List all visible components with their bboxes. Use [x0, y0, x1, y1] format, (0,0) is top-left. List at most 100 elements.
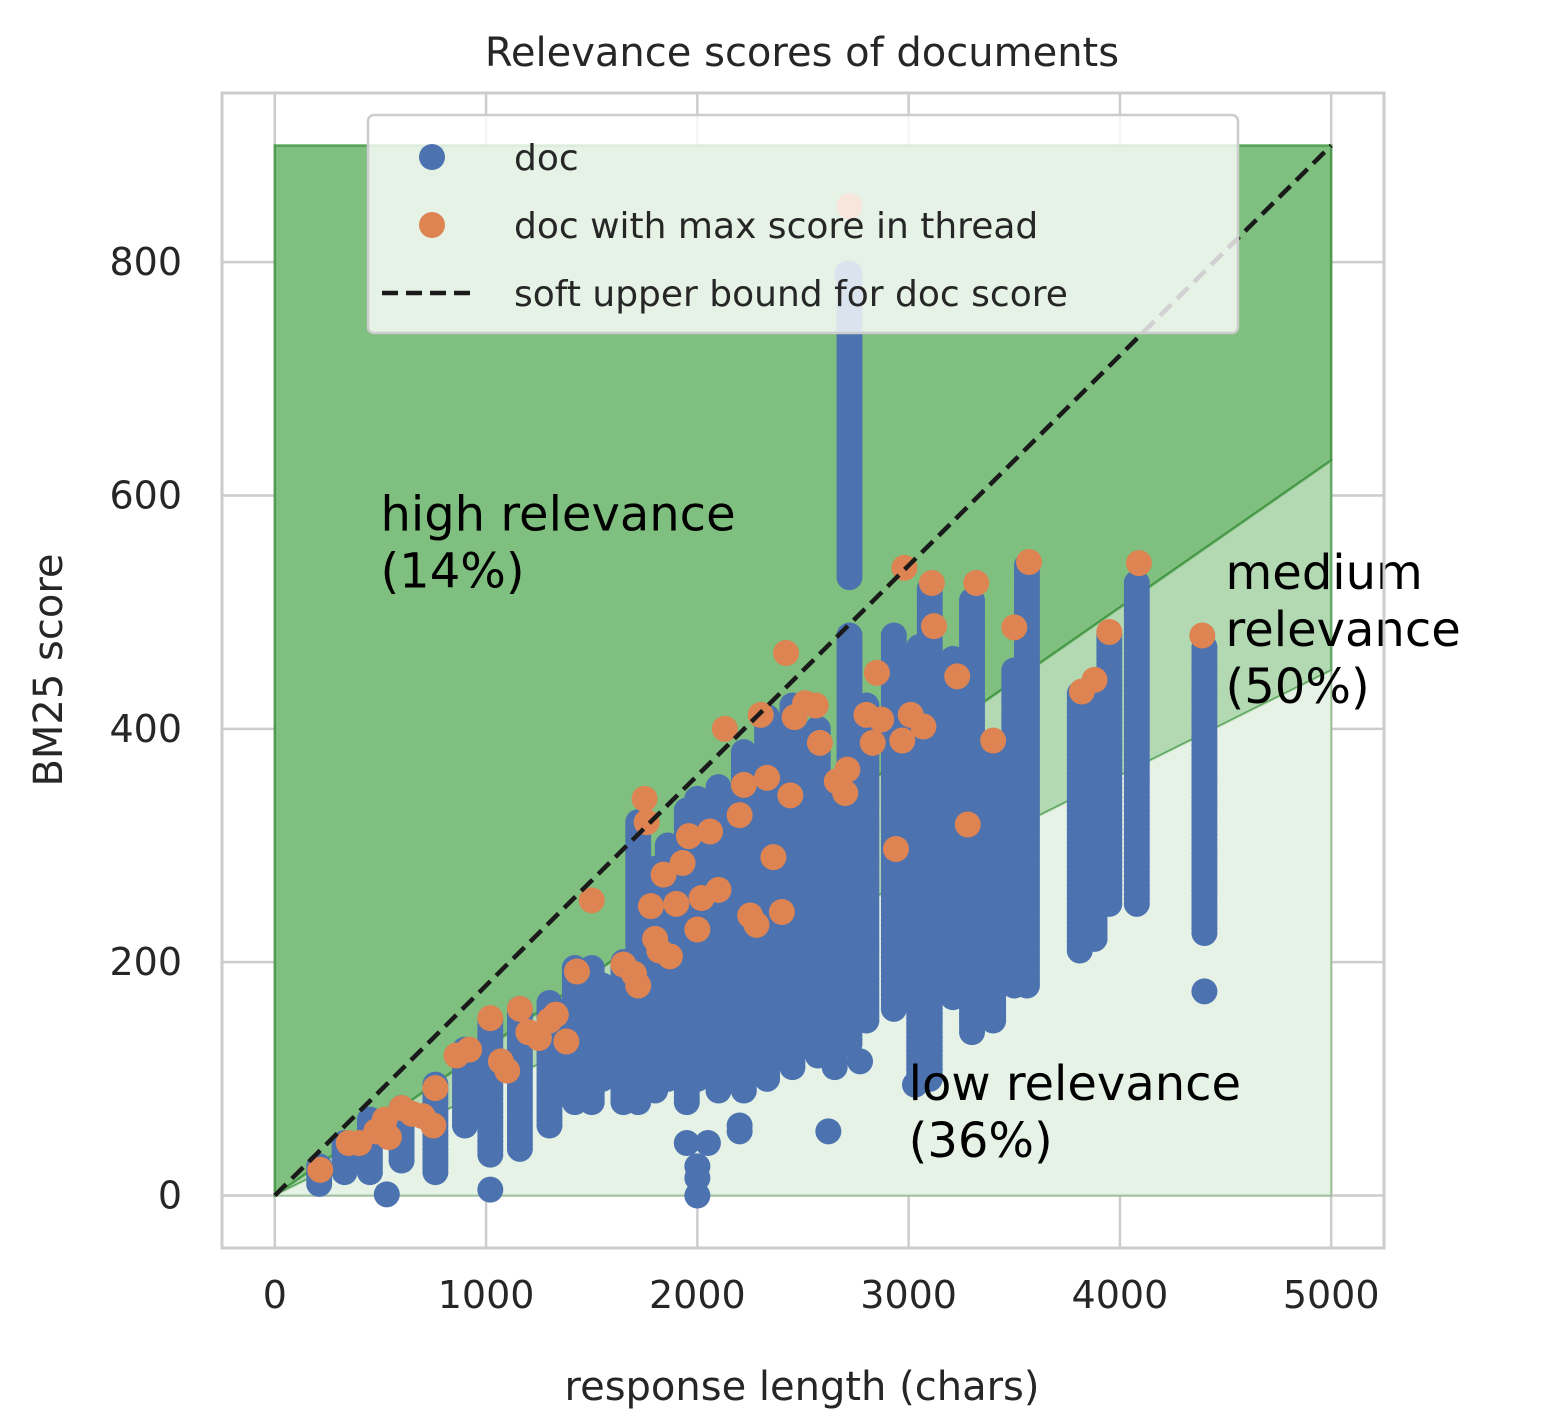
max-score-point: [656, 943, 683, 970]
max-score-point: [980, 727, 1007, 754]
max-score-point: [1016, 549, 1043, 575]
doc-point: [705, 774, 732, 801]
label-line: (14%): [380, 544, 524, 600]
max-score-point: [650, 861, 677, 888]
label-line: (50%): [1226, 659, 1370, 715]
x-axis-label: response length (chars): [565, 1364, 1040, 1410]
legend: doc doc with max score in thread soft uppe…: [366, 113, 1240, 335]
x-tick-label: 2000: [649, 1273, 746, 1317]
max-score-point: [760, 844, 787, 871]
low-relevance-label: low relevance (36%): [909, 1056, 1241, 1169]
max-score-point: [675, 823, 702, 850]
max-score-point: [669, 850, 696, 876]
max-score-point: [859, 729, 886, 756]
label-line: medium: [1226, 545, 1423, 601]
max-score-point: [633, 809, 660, 836]
max-score-point: [420, 1112, 447, 1139]
max-score-point: [494, 1057, 521, 1084]
doc-point: [1191, 978, 1218, 1005]
max-score-point: [1189, 622, 1216, 649]
max-score-point: [726, 802, 753, 829]
max-score-point: [578, 887, 605, 914]
max-score-point: [868, 706, 895, 733]
x-tick-label: 3000: [860, 1273, 957, 1317]
x-tick-label: 4000: [1072, 1273, 1169, 1317]
max-score-point: [663, 890, 690, 917]
legend-label: soft upper bound for doc score: [514, 274, 1068, 315]
doc-point: [589, 972, 616, 999]
legend-box: [366, 113, 1240, 335]
max-score-point: [920, 613, 947, 640]
label-line: low relevance: [909, 1056, 1241, 1112]
max-score-point: [754, 764, 781, 791]
max-score-point: [553, 1028, 580, 1055]
doc-point: [1123, 570, 1150, 596]
max-score-point: [743, 911, 770, 938]
max-score-point: [1125, 550, 1152, 577]
max-score-point: [1096, 619, 1123, 645]
medium-relevance-label: medium relevance (50%): [1226, 545, 1461, 715]
region-labels: high relevance (14%) medium relevance (50%) l…: [380, 487, 1460, 1169]
y-axis-label: BM25 score: [26, 553, 72, 786]
max-score-point: [802, 692, 829, 719]
doc-point: [901, 1071, 928, 1098]
max-score-point: [631, 785, 658, 812]
max-score-point: [375, 1124, 402, 1151]
max-score-point: [711, 715, 738, 742]
max-score-point: [777, 782, 804, 809]
y-tick-label: 200: [109, 940, 182, 984]
legend-label: doc: [514, 138, 579, 179]
label-line: high relevance: [380, 487, 735, 543]
doc-point: [373, 1181, 400, 1208]
max-score-point: [625, 972, 652, 999]
max-score-point: [918, 570, 945, 596]
y-tick-label: 800: [109, 240, 182, 284]
max-score-point: [889, 727, 916, 754]
max-score-point: [910, 713, 937, 740]
max-score-point: [773, 640, 800, 666]
x-tick-label: 1000: [438, 1273, 535, 1317]
max-score-point: [832, 780, 859, 806]
max-score-point: [963, 570, 990, 596]
max-score-point: [954, 811, 981, 838]
max-score-point: [944, 663, 971, 690]
max-score-point: [768, 899, 795, 925]
max-score-point: [563, 958, 590, 985]
legend-marker: [419, 144, 445, 170]
max-score-point: [1081, 666, 1108, 693]
x-tick-label: 5000: [1283, 1273, 1380, 1317]
max-score-point: [477, 1005, 504, 1032]
max-score-point: [863, 659, 890, 686]
doc-point: [477, 1176, 504, 1203]
y-tick-label: 400: [109, 707, 182, 751]
doc-point: [809, 1036, 836, 1063]
legend-marker: [419, 212, 445, 238]
axis-ticks: 0 1000 2000 3000 4000 5000 0 200 400 600 800: [109, 240, 1379, 1317]
doc-point: [684, 1165, 711, 1191]
label-line: relevance: [1226, 602, 1461, 658]
doc-point: [684, 785, 711, 812]
chart-title: Relevance scores of documents: [485, 30, 1119, 76]
max-score-point: [834, 756, 861, 783]
doc-point: [847, 1048, 874, 1075]
max-score-point: [456, 1036, 483, 1063]
doc-point: [694, 1130, 721, 1156]
upper-bound-dashed-line: [273, 143, 1333, 1198]
doc-point: [673, 1130, 700, 1156]
legend-label: doc with max score in thread: [514, 206, 1038, 247]
upper-bound-line: [273, 143, 1333, 1198]
x-tick-label: 0: [263, 1273, 287, 1317]
max-score-point: [637, 893, 664, 920]
label-line: (36%): [909, 1113, 1053, 1169]
max-score-point: [684, 916, 711, 943]
plot-frame: [220, 91, 1386, 1250]
y-tick-label: 600: [109, 474, 182, 518]
max-score-point: [422, 1075, 449, 1102]
doc-point: [726, 1112, 753, 1139]
max-score-point: [806, 729, 833, 756]
max-score-point: [542, 1001, 569, 1028]
max-score-point: [307, 1156, 334, 1183]
doc-point: [730, 739, 757, 766]
y-tick-label: 0: [158, 1174, 182, 1218]
